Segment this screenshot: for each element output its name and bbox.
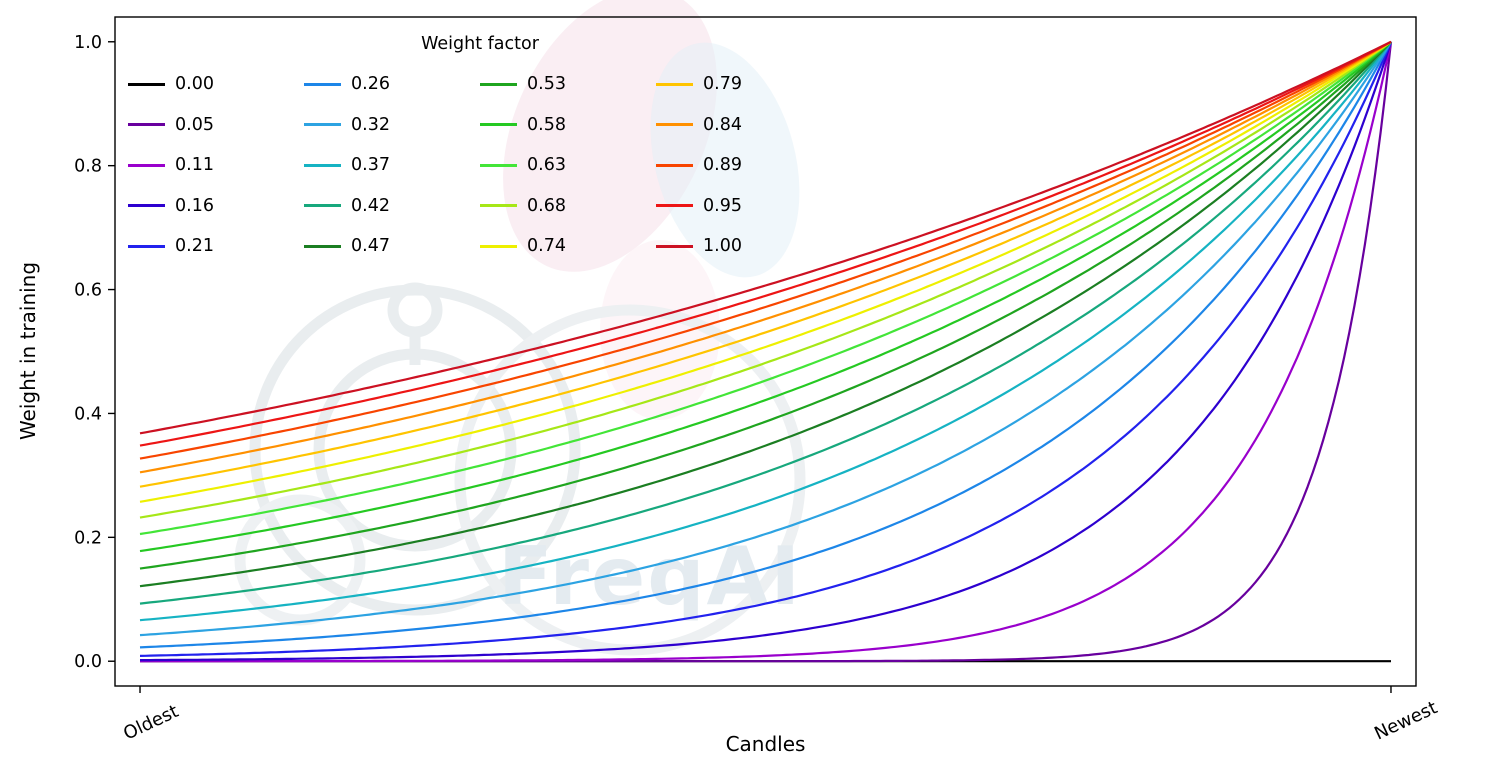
series-line-0.42 — [139, 41, 1392, 605]
legend-line-swatch — [656, 82, 693, 86]
legend-item: 0.53 — [480, 74, 656, 94]
y-axis-label: Weight in training — [16, 261, 40, 441]
legend-title: Weight factor — [421, 34, 539, 54]
legend-line-swatch — [656, 204, 693, 208]
legend-line-swatch — [304, 123, 341, 127]
legend-line-swatch — [304, 163, 341, 167]
legend-label: 0.58 — [527, 114, 566, 135]
legend-line-swatch — [480, 123, 517, 127]
legend: Weight factor 0.00 0.05 0.11 0.16 0.21 0.26 0.… — [128, 30, 832, 267]
legend-item: 0.11 — [128, 155, 304, 175]
legend-label: 0.00 — [175, 74, 214, 95]
x-axis-label: Candles — [725, 732, 806, 756]
legend-item: 0.21 — [128, 236, 304, 256]
legend-label: 0.53 — [527, 74, 566, 95]
legend-item: 1.00 — [656, 236, 832, 256]
legend-item: 0.89 — [656, 155, 832, 175]
series-line-0.53 — [139, 40, 1392, 570]
series-line-0.89 — [139, 40, 1392, 460]
legend-item: 0.16 — [128, 196, 304, 216]
series-line-0.63 — [139, 40, 1392, 536]
legend-line-swatch — [128, 163, 165, 167]
series-line-0.32 — [139, 41, 1392, 637]
legend-line-swatch — [480, 204, 517, 208]
legend-item: 0.26 — [304, 74, 480, 94]
series-line-0.95 — [139, 40, 1392, 447]
legend-line-swatch — [304, 82, 341, 86]
legend-label: 0.95 — [703, 195, 742, 216]
legend-item: 0.79 — [656, 74, 832, 94]
legend-label: 0.11 — [175, 155, 214, 176]
y-tick-label: 1.0 — [74, 33, 102, 53]
legend-grid: 0.00 0.05 0.11 0.16 0.21 0.26 0.32 0.37 0.42 0.47… — [128, 64, 832, 267]
y-tick-label: 0.0 — [74, 652, 102, 672]
series-line-0.47 — [139, 41, 1392, 588]
legend-item: 0.58 — [480, 115, 656, 135]
legend-label: 0.32 — [351, 114, 390, 135]
legend-item: 0.68 — [480, 196, 656, 216]
legend-line-swatch — [480, 244, 517, 248]
series-line-0.11 — [140, 41, 1393, 663]
legend-label: 0.26 — [351, 74, 390, 95]
legend-label: 0.74 — [527, 236, 566, 257]
series-line-0.68 — [139, 40, 1392, 519]
legend-item: 0.95 — [656, 196, 832, 216]
legend-label: 0.16 — [175, 195, 214, 216]
legend-line-swatch — [128, 82, 165, 86]
legend-item: 0.47 — [304, 236, 480, 256]
y-tick-label: 0.2 — [74, 528, 102, 548]
legend-item: 0.00 — [128, 74, 304, 94]
legend-line-swatch — [128, 244, 165, 248]
y-tick-label: 0.8 — [74, 157, 102, 177]
legend-item: 0.63 — [480, 155, 656, 175]
legend-line-swatch — [480, 163, 517, 167]
series-line-0.58 — [139, 40, 1392, 553]
legend-line-swatch — [656, 163, 693, 167]
legend-label: 0.84 — [703, 114, 742, 135]
legend-label: 0.79 — [703, 74, 742, 95]
legend-label: 0.47 — [351, 236, 390, 257]
legend-item: 0.84 — [656, 115, 832, 135]
series-line-0.74 — [139, 40, 1392, 503]
series-line-0.84 — [139, 40, 1392, 474]
legend-item: 0.74 — [480, 236, 656, 256]
series-line-0.79 — [139, 40, 1392, 488]
legend-label: 0.21 — [175, 236, 214, 257]
y-tick-label: 0.6 — [74, 281, 102, 301]
legend-item: 0.37 — [304, 155, 480, 175]
legend-label: 0.68 — [527, 195, 566, 216]
series-line-0.21 — [139, 41, 1393, 657]
series-line-0.26 — [139, 41, 1392, 649]
legend-item: 0.42 — [304, 196, 480, 216]
series-line-1.00 — [139, 40, 1392, 435]
plot-frame — [114, 16, 1417, 687]
series-line-0.37 — [139, 41, 1392, 622]
legend-line-swatch — [304, 244, 341, 248]
legend-line-swatch — [656, 244, 693, 248]
legend-line-swatch — [304, 204, 341, 208]
legend-label: 0.05 — [175, 114, 214, 135]
legend-line-swatch — [480, 82, 517, 86]
legend-line-swatch — [128, 204, 165, 208]
legend-label: 1.00 — [703, 236, 742, 257]
legend-label: 0.63 — [527, 155, 566, 176]
legend-item: 0.05 — [128, 115, 304, 135]
legend-item: 0.32 — [304, 115, 480, 135]
y-tick-label: 0.4 — [74, 404, 102, 424]
legend-label: 0.42 — [351, 195, 390, 216]
legend-line-swatch — [656, 123, 693, 127]
legend-line-swatch — [128, 123, 165, 127]
legend-label: 0.37 — [351, 155, 390, 176]
legend-label: 0.89 — [703, 155, 742, 176]
series-line-0.16 — [140, 41, 1393, 662]
